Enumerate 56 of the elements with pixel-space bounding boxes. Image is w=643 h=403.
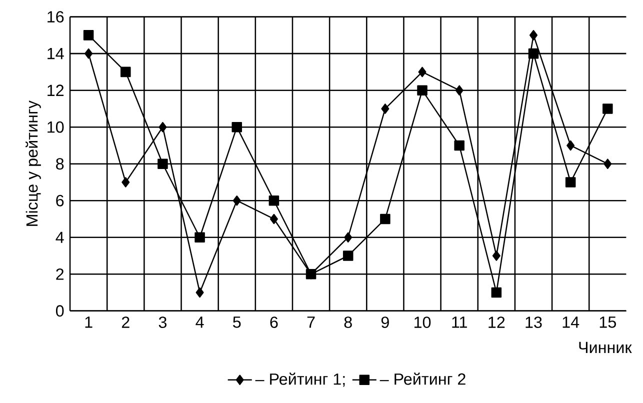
point <box>270 214 278 224</box>
y-tick-label: 14 <box>48 48 64 60</box>
point <box>158 122 167 132</box>
x-tick-label: 9 <box>381 316 389 328</box>
x-tick-label: 5 <box>233 316 241 328</box>
point <box>528 48 539 59</box>
point <box>380 214 390 224</box>
x-tick-label: 3 <box>158 316 166 328</box>
y-axis-title: Місце у рейтингу <box>26 100 41 226</box>
y-tick-label: 10 <box>48 121 64 133</box>
legend-label: – Рейтинг 2 <box>380 372 466 385</box>
point <box>194 232 205 243</box>
y-tick-label: 0 <box>56 305 64 317</box>
y-tick-label: 2 <box>56 268 64 280</box>
point <box>454 140 464 151</box>
point <box>120 66 131 78</box>
x-tick-label: 7 <box>307 316 315 328</box>
point <box>529 30 538 40</box>
x-tick-label: 12 <box>488 316 505 328</box>
y-tick-label: 4 <box>56 232 64 243</box>
point <box>381 104 390 114</box>
legend-label: – Рейтинг 1; <box>255 372 345 387</box>
point <box>417 85 428 96</box>
point <box>83 30 94 40</box>
x-tick-label: 4 <box>196 316 204 328</box>
point <box>232 196 241 206</box>
point <box>492 250 500 261</box>
x-tick-label: 11 <box>452 316 467 328</box>
point <box>491 287 502 298</box>
point <box>604 158 612 170</box>
x-tick-label: 10 <box>414 316 431 328</box>
point <box>158 158 168 170</box>
point <box>602 104 613 114</box>
point <box>84 48 93 59</box>
point <box>455 85 464 96</box>
point <box>418 66 426 78</box>
x-tick-label: 6 <box>270 316 278 328</box>
y-tick-label: 8 <box>56 158 64 170</box>
y-tick-label: 6 <box>56 194 64 206</box>
point <box>342 250 354 261</box>
x-tick-label: 1 <box>85 316 92 328</box>
x-tick-label: 13 <box>526 316 542 328</box>
point <box>268 196 280 206</box>
point <box>122 177 130 188</box>
x-tick-label: 15 <box>600 316 616 328</box>
point <box>565 177 576 188</box>
x-tick-label: 14 <box>562 316 580 328</box>
point <box>344 232 352 243</box>
x-tick-label: 8 <box>344 316 352 328</box>
y-tick-label: 12 <box>48 84 64 96</box>
y-tick-label: 16 <box>48 11 64 23</box>
point <box>566 140 575 151</box>
x-axis-title: Чинник <box>579 342 632 354</box>
point <box>232 122 242 132</box>
point <box>196 287 204 298</box>
x-tick-label: 2 <box>122 316 130 328</box>
